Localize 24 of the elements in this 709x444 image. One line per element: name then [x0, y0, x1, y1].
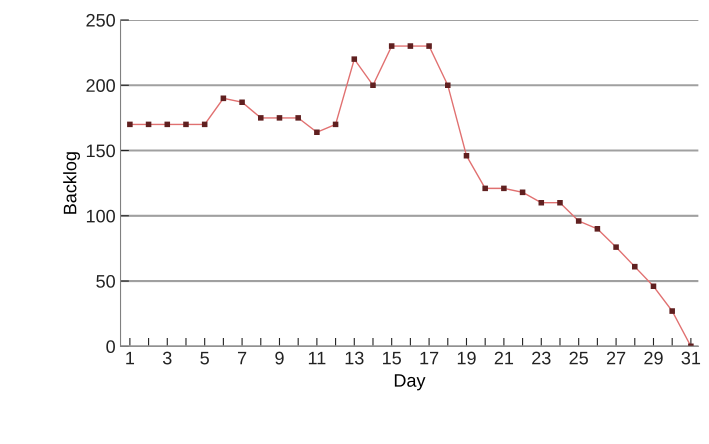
x-tick-label: 23 — [532, 352, 551, 364]
x-tick-label: 31 — [682, 352, 700, 364]
y-tick-label: 250 — [86, 14, 115, 27]
y-tick-label: 150 — [86, 144, 115, 158]
x-tick-label: 27 — [606, 352, 626, 364]
x-tick-label: 13 — [346, 352, 364, 364]
y-tick-label: 100 — [86, 210, 115, 223]
x-tick-label: 3 — [162, 352, 172, 364]
x-axis-title: Day — [394, 374, 426, 390]
x-tick-label: 15 — [383, 352, 401, 364]
x-tick-label: 19 — [458, 352, 476, 364]
x-tick-label: 25 — [570, 352, 588, 364]
y-tick-label: 0 — [106, 340, 115, 354]
x-tick-label: 17 — [420, 352, 438, 364]
x-tick-label: 11 — [308, 352, 326, 364]
y-tick-label: 200 — [86, 79, 115, 92]
x-tick-label: 7 — [238, 352, 246, 364]
x-tick-label: 21 — [494, 352, 514, 364]
y-tick-label: 50 — [96, 274, 115, 288]
x-tick-label: 29 — [644, 352, 663, 364]
y-axis-title: Backlog — [63, 152, 80, 214]
x-tick-label: 9 — [275, 352, 284, 364]
x-tick-label: 5 — [200, 352, 209, 364]
x-tick-label: 1 — [126, 352, 134, 364]
